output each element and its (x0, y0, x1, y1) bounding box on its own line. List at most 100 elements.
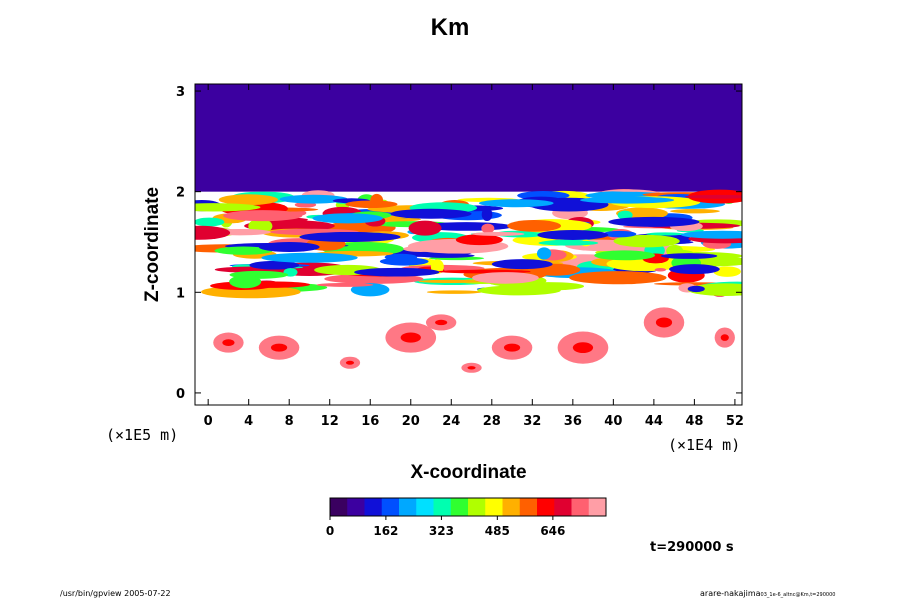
colorbar-segment (511, 498, 516, 516)
colorbar-segment (368, 498, 374, 516)
colorbar-segment (360, 498, 365, 516)
colorbar-segment (506, 498, 512, 516)
x-tick-label: 48 (685, 414, 703, 429)
colorbar-segment (342, 498, 348, 516)
footer-credit: arare-nakajima03_1e-6_altnc@Km,t=290000 (700, 589, 835, 598)
x-axis-label: X-coordinate (410, 462, 526, 483)
x-tick-label: 4 (244, 414, 253, 429)
turbulence-cell (537, 229, 609, 240)
turbulence-cell (580, 196, 675, 204)
colorbar-segment (403, 498, 409, 516)
turbulence-cell (418, 253, 475, 258)
colorbar-segment (519, 498, 525, 516)
y-tick-label: 1 (176, 286, 185, 301)
footer-command: /usr/bin/gpview 2005-07-22 (60, 589, 171, 598)
turbulence-cell (261, 252, 358, 263)
colorbar-segment (437, 498, 443, 516)
colorbar-segment (567, 498, 572, 516)
footer-credit-sub: 03_1e-6_altnc@Km,t=290000 (760, 592, 836, 598)
turbulence-cell (270, 343, 288, 352)
colorbar-segment (493, 498, 499, 516)
turbulence-cell (646, 232, 685, 236)
turbulence-cell (503, 343, 521, 352)
x-tick-label: 28 (483, 414, 501, 429)
colorbar-segment (394, 498, 400, 516)
turbulence-cell (435, 319, 448, 326)
turbulence-cell (594, 191, 632, 197)
colorbar-segment (455, 498, 460, 516)
colorbar-segment (347, 498, 353, 516)
turbulence-cell (594, 250, 656, 261)
colorbar-segment (601, 498, 607, 516)
x-tick-label: 20 (402, 414, 420, 429)
turbulence-cell (491, 259, 553, 270)
turbulence-cell (418, 279, 483, 284)
x-tick-label: 32 (523, 414, 541, 429)
colorbar: 0 162 323 485 646 (326, 497, 607, 538)
turbulence-cell (408, 220, 442, 236)
turbulence-cell (345, 360, 355, 365)
colorbar-segment (459, 498, 465, 516)
colorbar-tick-label: 0 (326, 524, 334, 538)
x-tick-label: 16 (361, 414, 379, 429)
turbulence-cell (481, 223, 495, 234)
turbulence-cell (214, 246, 273, 255)
heatmap-field (195, 84, 742, 373)
colorbar-segment (485, 498, 491, 516)
turbulence-cell (669, 208, 720, 214)
turbulence-cell (195, 217, 225, 227)
turbulence-cell (507, 219, 561, 232)
colorbar-segment (377, 498, 383, 516)
turbulence-cell (472, 272, 539, 284)
y-axis-label: Z-coordinate (142, 187, 163, 302)
turbulence-cell (467, 366, 476, 370)
colorbar-segment (463, 498, 469, 516)
colorbar-segment (554, 498, 560, 516)
x-axis-unit: (×1E4 m) (668, 436, 741, 454)
colorbar-segment (524, 498, 529, 516)
colorbar-segment (442, 498, 447, 516)
turbulence-cell (195, 225, 231, 240)
x-tick-label: 12 (321, 414, 339, 429)
colorbar-segment (330, 498, 335, 516)
turbulence-cell (481, 207, 493, 222)
turbulence-cell (478, 199, 554, 208)
turbulence-cell (222, 339, 235, 346)
colorbar-tick-label: 646 (540, 524, 565, 538)
colorbar-segment (558, 498, 564, 516)
turbulence-cell (655, 317, 673, 328)
upper-layer-region (195, 84, 742, 192)
colorbar-frame (329, 497, 607, 517)
turbulence-cell (229, 275, 262, 289)
x-tick-label: 24 (442, 414, 460, 429)
colorbar-segment (386, 498, 391, 516)
turbulence-cell (572, 342, 594, 354)
colorbar-segment (416, 498, 422, 516)
colorbar-segment (532, 498, 538, 516)
x-tick-label: 44 (645, 414, 663, 429)
colorbar-tick-label: 323 (429, 524, 454, 538)
footer-credit-main: arare-nakajima (700, 589, 761, 598)
colorbar-segment (446, 498, 452, 516)
colorbar-segment (373, 498, 378, 516)
colorbar-segment (420, 498, 426, 516)
colorbar-segment (429, 498, 434, 516)
x-tick-label: 36 (564, 414, 582, 429)
turbulence-cell (195, 203, 261, 212)
turbulence-cell (249, 260, 300, 270)
colorbar-segment (476, 498, 482, 516)
colorbar-segment (571, 498, 577, 516)
time-label: t=290000 s (650, 540, 734, 555)
colorbar-segment (468, 498, 473, 516)
colorbar-segment (584, 498, 590, 516)
colorbar-tick-label: 162 (373, 524, 398, 538)
colorbar-segment (407, 498, 413, 516)
colorbar-segment (450, 498, 456, 516)
turbulence-cell (354, 267, 440, 277)
colorbar-segment (498, 498, 503, 516)
turbulence-cell (569, 271, 667, 285)
colorbar-segment (549, 498, 555, 516)
turbulence-cell (680, 230, 742, 239)
colorbar-segment (528, 498, 534, 516)
